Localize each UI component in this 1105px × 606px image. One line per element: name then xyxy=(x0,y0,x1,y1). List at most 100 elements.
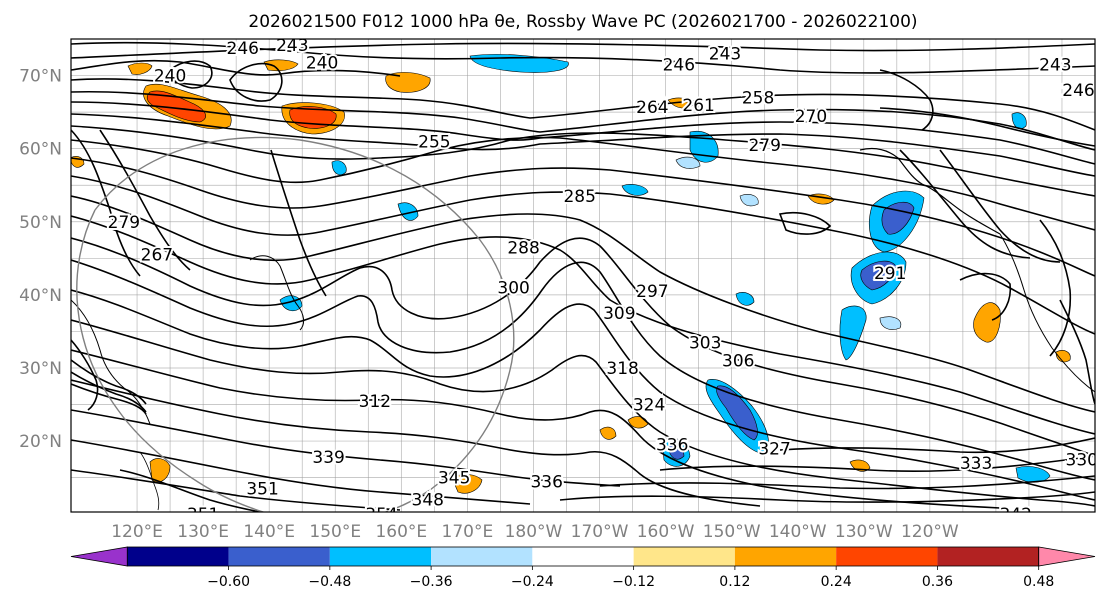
contour-value-label: 240 xyxy=(154,67,186,87)
contour-value-label: 267 xyxy=(141,246,173,266)
contour-value-label: 258 xyxy=(742,88,774,108)
contour-line xyxy=(1039,219,1072,357)
contour-line xyxy=(71,42,1095,59)
alaska-coastline xyxy=(859,147,1001,235)
contour-value-label: 264 xyxy=(636,98,668,118)
contour-value-label: 336 xyxy=(656,436,688,456)
contour-line xyxy=(71,136,1095,231)
colorbar-tick-label: −0.36 xyxy=(410,574,453,590)
contour-line xyxy=(71,339,99,411)
contour-line xyxy=(99,129,191,271)
contour-value-label: 303 xyxy=(689,333,721,353)
light-negative-anomaly-patch xyxy=(739,194,759,207)
contour-value-label: 246 xyxy=(663,56,695,76)
latitude-tick-label: 20°N xyxy=(19,432,62,452)
coastlines xyxy=(71,136,1095,512)
latitude-axis: 70°N 60°N 50°N 40°N 30°N 20°N xyxy=(19,67,62,453)
longitude-tick-label: 130°E xyxy=(177,522,229,542)
contour-line xyxy=(659,455,1095,473)
contour-line xyxy=(71,439,531,505)
contour-value-label: 327 xyxy=(758,439,790,459)
theta-e-contours xyxy=(71,41,1095,512)
colorbar-extend-max xyxy=(1038,546,1096,567)
contour-value-label: 243 xyxy=(276,36,308,56)
polar-projection-outline xyxy=(94,136,515,512)
longitude-tick-label: 150°W xyxy=(703,522,761,542)
colorbar-tick-label: −0.12 xyxy=(612,574,655,590)
negative-anomaly-patch xyxy=(397,202,419,221)
contour-value-label: 351 xyxy=(246,480,278,500)
contour-value-label: 354 xyxy=(365,505,397,525)
latitude-tick-label: 30°N xyxy=(19,359,62,379)
contour-line xyxy=(71,371,147,413)
contour-value-label: 288 xyxy=(507,238,539,258)
contour-line xyxy=(71,349,1001,509)
contour-line xyxy=(270,149,327,297)
contour-value-label: 243 xyxy=(1039,56,1071,76)
colorbar-tick-label: 0.36 xyxy=(922,574,953,590)
contour-value-label: 255 xyxy=(418,132,450,152)
longitude-tick-label: 120°W xyxy=(901,522,959,542)
contour-value-label: 351 xyxy=(187,505,219,525)
contour-value-label: 348 xyxy=(412,491,444,511)
colorbar-segment xyxy=(937,547,1039,566)
negative-anomaly-patch xyxy=(621,184,649,196)
contour-value-label: 306 xyxy=(722,352,754,372)
contour-value-label: 240 xyxy=(306,53,338,73)
contour-line xyxy=(71,78,1095,131)
longitude-tick-label: 130°W xyxy=(835,522,893,542)
negative-anomaly-patch xyxy=(1015,466,1051,483)
chart-title: 2026021500 F012 1000 hPa θe, Rossby Wave… xyxy=(248,12,917,32)
contour-line xyxy=(71,59,401,77)
latitude-tick-label: 50°N xyxy=(19,213,62,233)
contour-value-label: 261 xyxy=(682,96,714,116)
colorbar-segment xyxy=(431,547,533,566)
contour-line xyxy=(899,149,1031,259)
contour-line xyxy=(939,149,1061,263)
contour-value-label: 270 xyxy=(795,107,827,127)
map-frame xyxy=(70,38,1096,513)
moderate-negative-anomaly-patch xyxy=(667,444,685,460)
colorbar-segment xyxy=(633,547,735,566)
colorbar-segment xyxy=(228,547,330,566)
contour-line xyxy=(559,491,1095,503)
contour-value-label: 285 xyxy=(563,187,595,207)
contour-line xyxy=(71,379,761,507)
contour-line xyxy=(229,62,283,102)
negative-anomaly-patch xyxy=(735,292,755,306)
polar-projection-outline xyxy=(76,209,266,512)
contour-line xyxy=(879,107,1095,147)
contour-value-label: 339 xyxy=(312,448,344,468)
latitude-tick-label: 60°N xyxy=(19,140,62,160)
colorbar: −0.60 −0.48 −0.36 −0.24 −0.12 0.12 0.24 0.36 0.4… xyxy=(70,546,1096,590)
contour-value-label: 333 xyxy=(960,454,992,474)
positive-anomaly-patch xyxy=(263,59,299,72)
contour-value-label: 279 xyxy=(748,136,780,156)
contour-value-label: 243 xyxy=(709,45,741,65)
colorbar-frame xyxy=(126,546,1040,567)
contour-line xyxy=(71,383,147,415)
contour-line xyxy=(169,60,213,89)
contour-value-label: 318 xyxy=(606,359,638,379)
contour-line xyxy=(71,237,1095,457)
positive-anomaly-patch xyxy=(973,302,1001,343)
contour-line xyxy=(71,129,141,277)
contour-line xyxy=(71,289,1095,501)
contour-line xyxy=(71,215,1095,435)
colorbar-segment xyxy=(532,547,634,566)
light-negative-anomaly-patch xyxy=(675,156,701,169)
colorbar-tick-label: 0.24 xyxy=(821,574,852,590)
contour-line xyxy=(71,409,621,487)
contour-value-label: 279 xyxy=(108,213,140,233)
contour-line xyxy=(71,41,1095,74)
contour-value-label: 345 xyxy=(1039,516,1071,536)
colorbar-tick-label: 0.12 xyxy=(719,574,750,590)
positive-anomaly-patch xyxy=(599,426,617,440)
contour-line xyxy=(959,272,1012,321)
longitude-tick-label: 180°W xyxy=(505,522,563,542)
contour-line xyxy=(599,475,1095,490)
colorbar-tick-label: −0.48 xyxy=(308,574,351,590)
